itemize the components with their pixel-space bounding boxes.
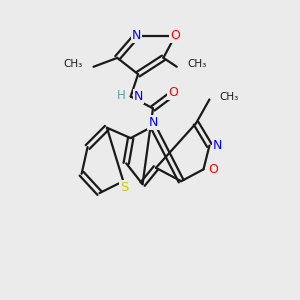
Text: CH₃: CH₃ (64, 59, 83, 69)
Text: O: O (170, 29, 180, 42)
Text: CH₃: CH₃ (187, 59, 206, 69)
Text: O: O (208, 163, 218, 176)
Text: N: N (132, 29, 141, 42)
Text: H: H (117, 89, 125, 102)
Text: N: N (134, 90, 143, 103)
Text: S: S (121, 181, 129, 194)
Text: CH₃: CH₃ (220, 92, 239, 102)
Text: O: O (168, 85, 178, 98)
Text: N: N (213, 139, 222, 152)
Text: N: N (148, 116, 158, 129)
